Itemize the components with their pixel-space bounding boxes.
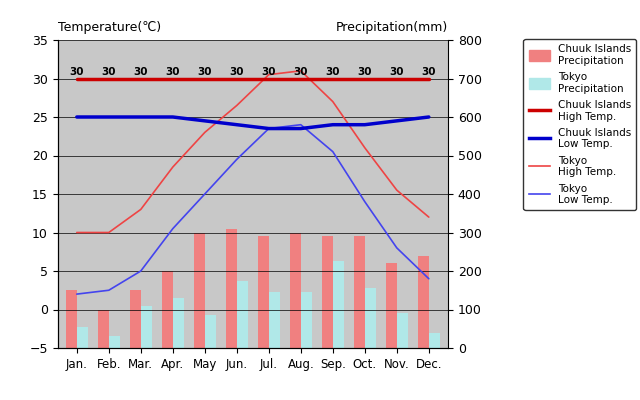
Bar bbox=[205, 315, 216, 348]
Text: Precipitation(mm): Precipitation(mm) bbox=[336, 21, 448, 34]
Bar bbox=[226, 229, 237, 348]
Text: 30: 30 bbox=[230, 67, 244, 77]
Bar bbox=[365, 288, 376, 348]
Text: 30: 30 bbox=[102, 67, 116, 77]
Bar bbox=[429, 333, 440, 348]
Bar bbox=[194, 232, 205, 348]
Bar bbox=[129, 290, 141, 348]
Bar bbox=[162, 271, 173, 348]
Text: 30: 30 bbox=[390, 67, 404, 77]
Text: 30: 30 bbox=[134, 67, 148, 77]
Bar bbox=[173, 298, 184, 348]
Bar bbox=[97, 310, 109, 348]
Bar bbox=[141, 306, 152, 348]
Bar bbox=[333, 261, 344, 348]
Text: 30: 30 bbox=[198, 67, 212, 77]
Bar bbox=[385, 263, 397, 348]
Text: Temperature(℃): Temperature(℃) bbox=[58, 21, 161, 34]
Text: 30: 30 bbox=[262, 67, 276, 77]
Text: 30: 30 bbox=[326, 67, 340, 77]
Bar bbox=[397, 313, 408, 348]
Bar bbox=[353, 236, 365, 348]
Text: 30: 30 bbox=[166, 67, 180, 77]
Bar bbox=[322, 236, 333, 348]
Bar bbox=[269, 292, 280, 348]
Bar bbox=[77, 327, 88, 348]
Text: 30: 30 bbox=[358, 67, 372, 77]
Text: 30: 30 bbox=[422, 67, 436, 77]
Text: 30: 30 bbox=[70, 67, 84, 77]
Bar bbox=[258, 236, 269, 348]
Legend: Chuuk Islands
Precipitation, Tokyo
Precipitation, Chuuk Islands
High Temp., Chuu: Chuuk Islands Precipitation, Tokyo Preci… bbox=[524, 39, 636, 210]
Bar bbox=[109, 336, 120, 348]
Bar bbox=[301, 292, 312, 348]
Text: 30: 30 bbox=[294, 67, 308, 77]
Bar bbox=[417, 256, 429, 348]
Bar bbox=[237, 281, 248, 348]
Bar bbox=[65, 290, 77, 348]
Bar bbox=[290, 232, 301, 348]
